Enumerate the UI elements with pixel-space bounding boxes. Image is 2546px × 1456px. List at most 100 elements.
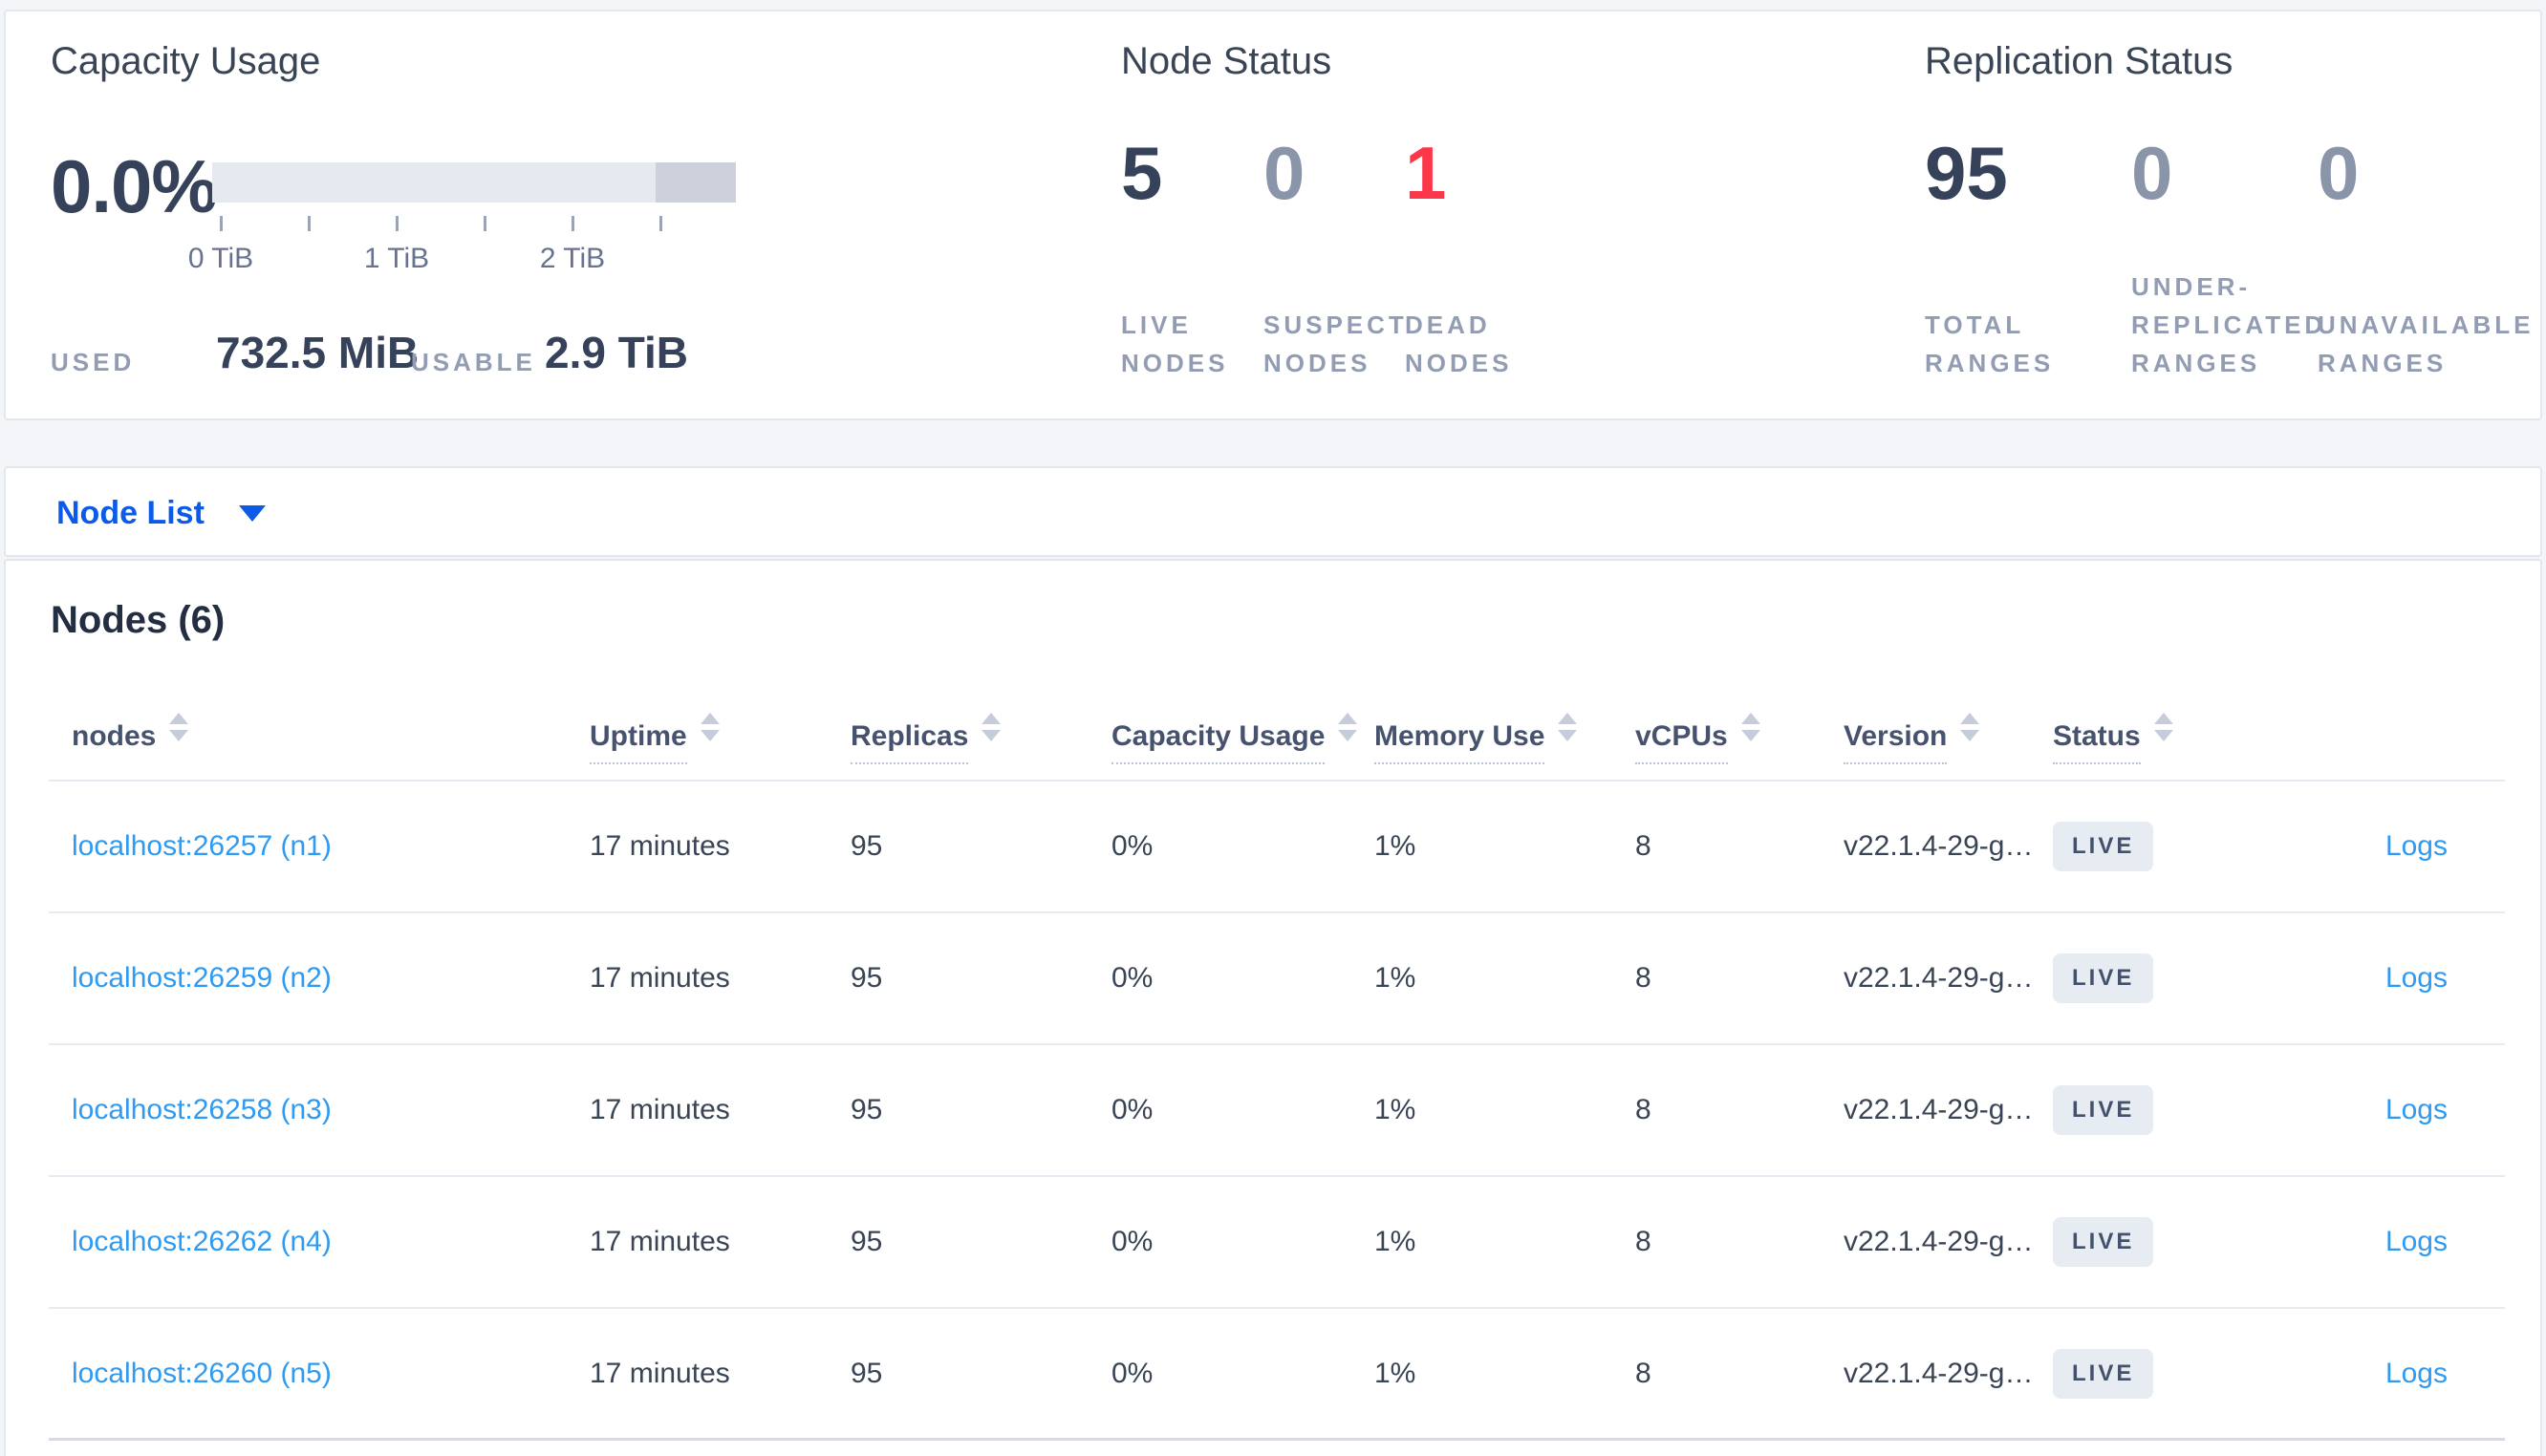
nodes-panel: Nodes (6) nodes Uptime Replicas Capacity Us… xyxy=(4,559,2542,1456)
status-badge: LIVE xyxy=(2053,1348,2154,1399)
version-cell: v22.1.4-29-g… xyxy=(1844,830,2034,862)
nodes-panel-title: Nodes (6) xyxy=(51,599,226,641)
capacity-usage-cell: 0% xyxy=(1111,1226,1154,1257)
capacity-bar-tick xyxy=(659,216,662,231)
logs-link[interactable]: Logs xyxy=(2384,1357,2448,1389)
column-header-status[interactable]: Status xyxy=(2053,713,2173,764)
version-cell: v22.1.4-29-g… xyxy=(1844,962,2034,994)
replicas-cell: 95 xyxy=(851,1094,883,1125)
uptime-cell: 17 minutes xyxy=(590,1226,730,1257)
vcpus-cell: 8 xyxy=(1635,830,1651,862)
version-cell: v22.1.4-29-g… xyxy=(1844,1357,2034,1389)
capacity-bar-usable xyxy=(212,162,736,203)
capacity-bar-tick xyxy=(484,216,486,231)
replication-status-title: Replication Status xyxy=(1925,40,2233,82)
sort-icon xyxy=(169,713,189,741)
column-header-replicas[interactable]: Replicas xyxy=(851,713,1002,764)
node-link[interactable]: localhost:26262 (n4) xyxy=(72,1226,332,1257)
summary-stat-value: 1 xyxy=(1405,131,1447,215)
memory-use-cell: 1% xyxy=(1374,962,1416,994)
replicas-cell: 95 xyxy=(851,1226,883,1257)
table-row: localhost:26258 (n3) 17 minutes 95 0% 1% 8 v22… xyxy=(49,1045,2505,1177)
capacity-axis-tick-label: 2 TiB xyxy=(539,243,606,274)
node-link[interactable]: localhost:26257 (n1) xyxy=(72,830,332,862)
capacity-bar-tick xyxy=(308,216,311,231)
summary-stat-value: 95 xyxy=(1925,131,2008,215)
table-row: localhost:26260 (n5) 17 minutes 95 0% 1% 8 v22… xyxy=(49,1309,2505,1441)
replicas-cell: 95 xyxy=(851,1357,883,1389)
column-header-version[interactable]: Version xyxy=(1844,713,1980,764)
column-header-label: Capacity Usage xyxy=(1111,720,1326,764)
table-row: localhost:26259 (n2) 17 minutes 95 0% 1% 8 v22… xyxy=(49,913,2505,1045)
capacity-bar-other xyxy=(656,162,736,203)
sort-icon xyxy=(700,713,720,741)
column-header-nodes[interactable]: nodes xyxy=(72,713,189,762)
memory-use-cell: 1% xyxy=(1374,1226,1416,1257)
summary-stat-label: UNAVAILABLE RANGES xyxy=(2318,310,2535,377)
column-header-label: Version xyxy=(1844,720,1948,764)
used-label: USED xyxy=(51,348,136,376)
vcpus-cell: 8 xyxy=(1635,1094,1651,1125)
summary-stat-label: UNDER- REPLICATED RANGES xyxy=(2131,272,2327,377)
column-header-label: nodes xyxy=(72,720,157,752)
logs-link[interactable]: Logs xyxy=(2384,1094,2448,1125)
column-header-label: Uptime xyxy=(590,720,687,764)
capacity-bar-tick xyxy=(220,216,223,231)
column-header-label: Replicas xyxy=(851,720,969,764)
capacity-usage-bar-chart: 0 TiB 1 TiB 2 TiB xyxy=(188,162,736,315)
sort-icon xyxy=(1960,713,1980,741)
node-link[interactable]: localhost:26259 (n2) xyxy=(72,962,332,994)
column-header-vcpus[interactable]: vCPUs xyxy=(1635,713,1760,764)
capacity-usage-cell: 0% xyxy=(1111,1357,1154,1389)
column-header-memory-use[interactable]: Memory Use xyxy=(1374,713,1578,764)
version-cell: v22.1.4-29-g… xyxy=(1844,1094,2034,1125)
nodes-table-body: localhost:26257 (n1) 17 minutes 95 0% 1% 8 v22… xyxy=(49,782,2505,1441)
summary-stat-value: 5 xyxy=(1121,131,1163,215)
usable-label: USABLE xyxy=(411,348,536,376)
column-header-capacity-usage[interactable]: Capacity Usage xyxy=(1111,713,1358,764)
uptime-cell: 17 minutes xyxy=(590,1094,730,1125)
vcpus-cell: 8 xyxy=(1635,1357,1651,1389)
node-list-dropdown[interactable]: Node List xyxy=(56,468,266,559)
capacity-usage-cell: 0% xyxy=(1111,1094,1154,1125)
node-link[interactable]: localhost:26258 (n3) xyxy=(72,1094,332,1125)
node-link[interactable]: localhost:26260 (n5) xyxy=(72,1357,332,1389)
capacity-usage-cell: 0% xyxy=(1111,830,1154,862)
vcpus-cell: 8 xyxy=(1635,1226,1651,1257)
memory-use-cell: 1% xyxy=(1374,830,1416,862)
nodes-table-header: nodes Uptime Replicas Capacity Usage Memory … xyxy=(49,713,2505,782)
sort-icon xyxy=(1558,713,1578,741)
used-value: 732.5 MiB xyxy=(216,328,420,377)
version-cell: v22.1.4-29-g… xyxy=(1844,1226,2034,1257)
sort-icon xyxy=(1338,713,1358,741)
capacity-used-percent: 0.0% xyxy=(51,144,218,228)
sort-icon xyxy=(2153,713,2173,741)
logs-link[interactable]: Logs xyxy=(2384,830,2448,862)
summary-stat-value: 0 xyxy=(2131,131,2173,215)
memory-use-cell: 1% xyxy=(1374,1094,1416,1125)
replicas-cell: 95 xyxy=(851,962,883,994)
uptime-cell: 17 minutes xyxy=(590,1357,730,1389)
table-row: localhost:26262 (n4) 17 minutes 95 0% 1% 8 v22… xyxy=(49,1177,2505,1309)
status-badge: LIVE xyxy=(2053,822,2154,871)
sort-icon xyxy=(982,713,1002,741)
summary-stat-label: SUSPECT NODES xyxy=(1263,310,1408,377)
capacity-bar-tick xyxy=(572,216,574,231)
node-list-dropdown-label: Node List xyxy=(56,495,205,531)
status-badge: LIVE xyxy=(2053,953,2154,1003)
usable-value: 2.9 TiB xyxy=(545,328,688,377)
logs-link[interactable]: Logs xyxy=(2384,1226,2448,1257)
column-header-label: vCPUs xyxy=(1635,720,1728,764)
summary-stat-label: DEAD NODES xyxy=(1405,310,1513,377)
sort-icon xyxy=(1740,713,1760,741)
summary-stat-label: LIVE NODES xyxy=(1121,310,1229,377)
summary-stat-label: TOTAL RANGES xyxy=(1925,310,2055,377)
capacity-axis-tick-label: 0 TiB xyxy=(187,243,254,274)
capacity-axis-tick-label: 1 TiB xyxy=(363,243,430,274)
column-header-uptime[interactable]: Uptime xyxy=(590,713,720,764)
node-status-title: Node Status xyxy=(1121,40,1332,82)
capacity-bar-tick xyxy=(396,216,399,231)
table-row: localhost:26257 (n1) 17 minutes 95 0% 1% 8 v22… xyxy=(49,782,2505,913)
logs-link[interactable]: Logs xyxy=(2384,962,2448,994)
